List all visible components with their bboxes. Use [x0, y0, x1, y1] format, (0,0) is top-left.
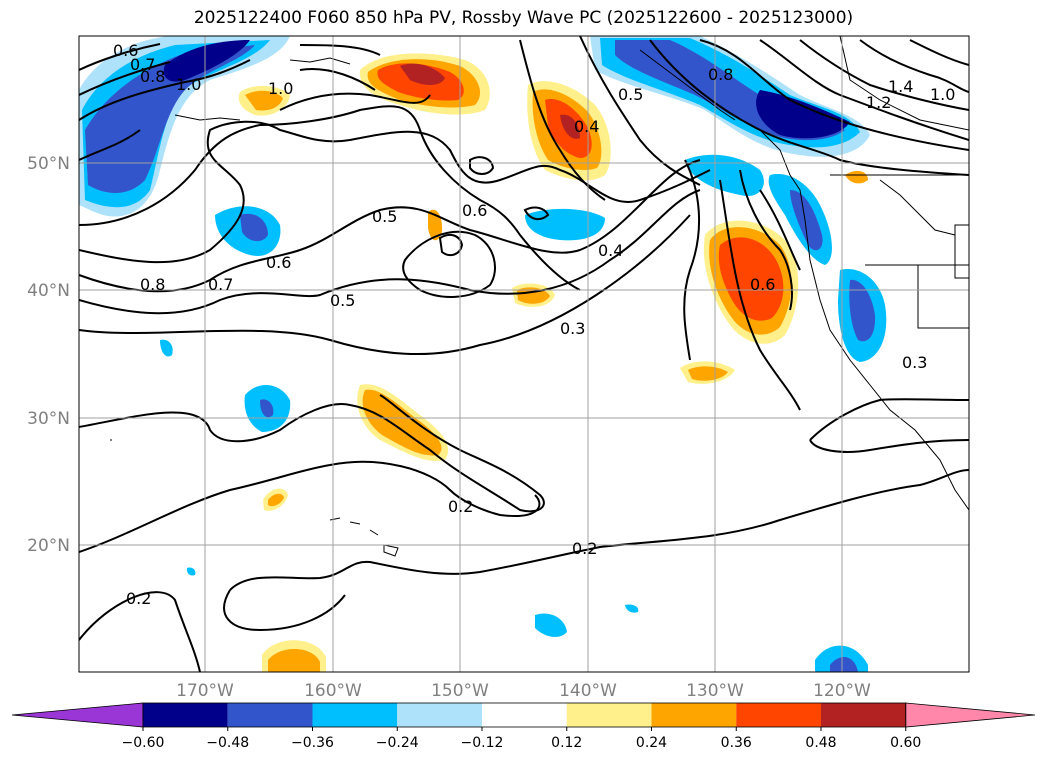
colorbar-segment	[566, 703, 652, 727]
pv-contours	[79, 36, 969, 672]
contour-label: 0.3	[902, 353, 927, 372]
colorbar-segment	[227, 703, 313, 727]
contour-label: 1.0	[930, 85, 955, 104]
lat-label: 40°N	[27, 281, 70, 301]
contour-label: 0.3	[560, 319, 585, 338]
contour-label-group: 0.6 0.7 0.8 1.0 0.5 0.6 0.4 0.8 1.4 1.2 …	[113, 41, 955, 608]
contour-label: 0.2	[126, 589, 151, 608]
map-layers: 0.6 0.7 0.8 1.0 0.5 0.6 0.4 0.8 1.4 1.2 …	[79, 36, 969, 672]
colorbar: −0.60 −0.48 −0.36 −0.24 −0.12 0.12 0.24 0.36 0.4…	[11, 702, 1036, 751]
contour-label: 0.8	[708, 65, 733, 84]
colorbar-tick-label: 0.24	[636, 735, 667, 751]
colorbar-tick-label: −0.36	[291, 735, 334, 751]
contour-label: 0.5	[618, 85, 643, 104]
contour-label: 0.6	[266, 253, 291, 272]
lon-label: 150°W	[431, 681, 489, 701]
longitude-labels: 170°W 160°W 150°W 140°W 130°W 120°W	[176, 681, 871, 701]
contour-label: 0.6	[113, 41, 138, 60]
colorbar-extend-low	[11, 702, 144, 728]
colorbar-outline	[142, 702, 907, 728]
contour-label: 0.6	[750, 275, 775, 294]
colorbar-tick-label: −0.60	[122, 735, 165, 751]
contour-label: 0.5	[372, 207, 397, 226]
contour-label: 0.2	[572, 539, 597, 558]
lat-label: 30°N	[27, 409, 70, 429]
lat-label: 20°N	[27, 536, 70, 556]
map-title: 2025122400 F060 850 hPa PV, Rossby Wave …	[193, 8, 854, 28]
lon-label: 120°W	[813, 681, 871, 701]
contour-label: 0.4	[598, 241, 623, 260]
coastlines	[110, 36, 969, 557]
colorbar-tick-label: 0.48	[805, 735, 836, 751]
contour-label: 1.0	[176, 75, 201, 94]
colorbar-tick-label: −0.24	[376, 735, 419, 751]
colorbar-tick-label: −0.12	[461, 735, 504, 751]
colorbar-segment	[821, 703, 906, 727]
colorbar-extend-high	[905, 702, 1036, 728]
colorbar-tick-label: 0.12	[551, 735, 582, 751]
map-frame	[78, 35, 970, 673]
colorbar-segment	[143, 703, 228, 727]
lon-label: 160°W	[304, 681, 362, 701]
contour-label: 0.5	[330, 291, 355, 310]
contour-label: 0.6	[462, 201, 487, 220]
contour-label: 1.0	[268, 79, 293, 98]
contour-label: 0.4	[574, 117, 599, 136]
lon-label: 140°W	[559, 681, 617, 701]
contour-label: 0.7	[208, 275, 233, 294]
colorbar-segment	[482, 703, 567, 727]
contour-label: 1.4	[888, 77, 913, 96]
lat-label: 50°N	[27, 154, 70, 174]
colorbar-segment	[651, 703, 737, 727]
contour-label: 0.7	[130, 55, 155, 74]
contour-label: 1.2	[866, 93, 891, 112]
colorbar-tick-label: −0.48	[206, 735, 249, 751]
colorbar-segment	[312, 703, 398, 727]
negative-anomaly-shading	[79, 36, 887, 672]
contour-label: 0.8	[140, 275, 165, 294]
lon-label: 170°W	[176, 681, 234, 701]
latitude-labels: 50°N 40°N 30°N 20°N	[27, 154, 70, 556]
colorbar-tick-label: 0.60	[890, 735, 921, 751]
lon-label: 130°W	[686, 681, 744, 701]
colorbar-tick-label: 0.36	[721, 735, 752, 751]
contour-label: 0.2	[448, 497, 473, 516]
contour-label: 0.8	[140, 67, 165, 86]
gridlines	[79, 36, 969, 672]
colorbar-segment	[397, 703, 482, 727]
colorbar-segment	[736, 703, 821, 727]
